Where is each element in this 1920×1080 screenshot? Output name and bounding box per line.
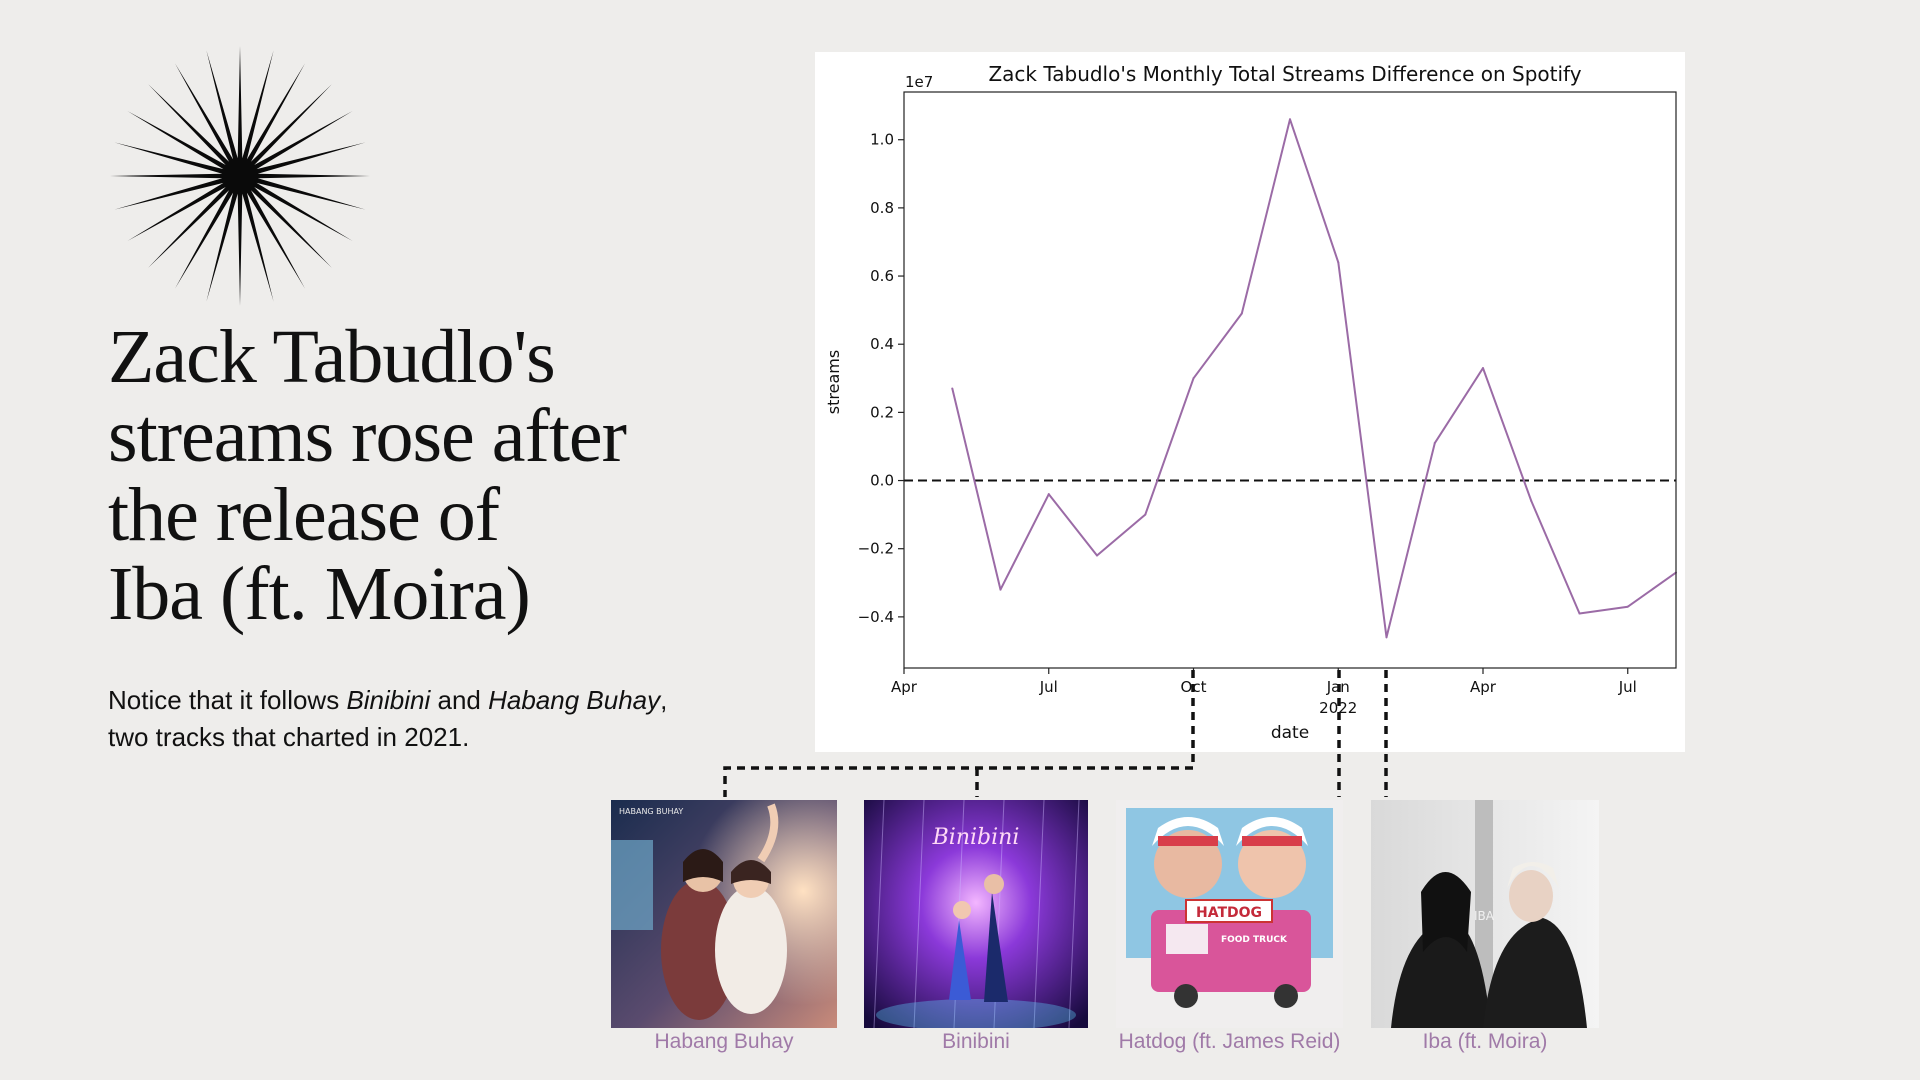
headline-line-4: Iba (ft. Moira) [108,552,531,636]
album-caption-binibini: Binibini [942,1030,1010,1053]
hatdog-cover-text: HATDOG [1196,905,1262,921]
x-tick-label: Jul [1039,678,1058,696]
starburst-icon [110,46,370,306]
plot-frame [903,91,1677,669]
y-tick-label: 0.8 [870,199,894,217]
y-axis-label: streams [824,350,843,414]
subtext-part-1: Notice that it follows [108,685,347,715]
x-tick-label: Oct [1181,678,1207,696]
album-binibini: Binibini Binibini [864,800,1088,1053]
chart-panel: Zack Tabudlo's Monthly Total Streams Dif… [815,52,1685,752]
x-tick-sublabel: 2022 [1319,699,1357,717]
album-cover-hatdog: HATDOG FOOD TRUCK [1116,800,1343,1028]
album-hatdog: HATDOG FOOD TRUCK Hatdog (ft. James Reid… [1116,800,1343,1053]
data-point [1626,605,1629,608]
y-tick-label: −0.4 [858,608,894,626]
hatdog-truck-text: FOOD TRUCK [1221,935,1288,945]
data-point [1482,367,1484,370]
streams-chart: Zack Tabudlo's Monthly Total Streams Dif… [824,62,1677,743]
subtext-and: and [430,685,489,715]
data-point [1240,312,1243,315]
headline-line-2: streams rose after [108,394,627,478]
y-offset-label: 1e7 [905,73,933,91]
album-cover-habang-buhay: HABANG BUHAY [611,800,837,1028]
subtext-part-2: , two tracks that charted in 2021. [108,685,668,752]
y-tick-label: 1.0 [870,131,894,149]
y-tick-label: 0.2 [870,403,894,421]
x-axis-label: date [1271,723,1309,743]
y-tick-label: 0.0 [870,472,894,490]
subtext-habang-buhay: Habang Buhay [488,685,661,715]
chart-title: Zack Tabudlo's Monthly Total Streams Dif… [988,62,1581,86]
data-point [1192,377,1195,380]
streams-series-line [951,118,1677,639]
y-tick-label: 0.6 [870,267,894,285]
album-cover-iba: IBA [1371,800,1599,1028]
album-caption-iba: Iba (ft. Moira) [1422,1030,1548,1053]
x-tick-label: Jan [1326,678,1350,696]
data-point [1144,513,1147,516]
data-point [1578,612,1581,615]
data-point [999,588,1002,591]
data-point [1289,118,1291,121]
album-cover-binibini: Binibini [864,800,1088,1028]
data-point [1337,261,1340,264]
data-point [1385,636,1388,639]
y-tick-label: −0.2 [858,540,894,558]
headline: Zack Tabudlo's streams rose after the re… [108,318,708,634]
album-caption-hatdog: Hatdog (ft. James Reid) [1118,1030,1341,1053]
subtext-binibini: Binibini [346,685,431,715]
y-tick-label: 0.4 [870,335,894,353]
data-point [951,387,954,390]
album-iba: IBA Iba (ft. Moira) [1371,800,1599,1053]
album-habang-buhay: HABANG BUHAY Habang Buhay [611,800,837,1053]
data-point [1047,493,1050,496]
iba-cover-text: IBA [1474,909,1495,923]
album-caption-habang-buhay: Habang Buhay [654,1030,794,1053]
habang-buhay-cover-text: HABANG BUHAY [619,807,683,816]
x-tick-label: Apr [891,678,918,696]
headline-line-3: the release of [108,473,500,557]
x-tick-label: Jul [1618,678,1637,696]
data-point [1530,499,1533,502]
binibini-cover-text: Binibini [932,825,1020,850]
data-point [1433,442,1436,445]
data-point [1096,554,1098,557]
x-tick-label: Apr [1470,678,1497,696]
headline-line-1: Zack Tabudlo's [108,315,556,399]
subtext: Notice that it follows Binibini and Haba… [108,682,668,756]
